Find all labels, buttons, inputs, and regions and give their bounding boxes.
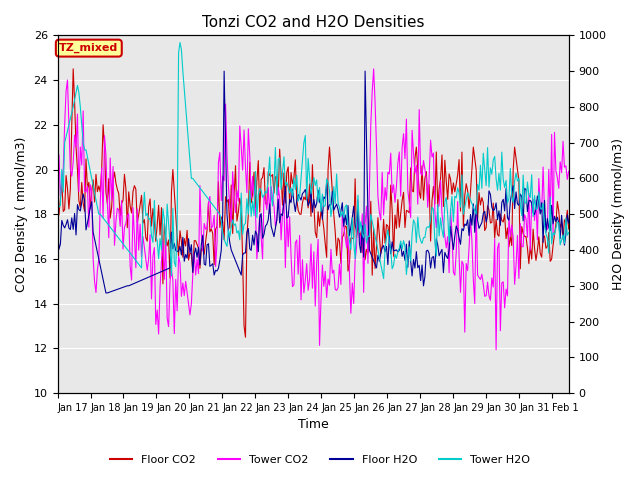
- Floor CO2: [233, 218, 241, 224]
- Tower CO2: [540, 164, 547, 170]
- Tower CO2: [565, 168, 573, 174]
- Floor H2O: [234, 265, 242, 271]
- Tower CO2: [370, 66, 378, 72]
- Line: Floor CO2: Floor CO2: [58, 69, 569, 337]
- Floor H2O: [102, 290, 110, 296]
- Tower CO2: [116, 224, 124, 229]
- Tower CO2: [206, 193, 214, 199]
- Floor CO2: [280, 170, 288, 176]
- Floor H2O: [280, 199, 288, 204]
- Text: TZ_mixed: TZ_mixed: [59, 43, 118, 53]
- Tower H2O: [565, 230, 573, 236]
- Floor CO2: [69, 66, 77, 72]
- Floor H2O: [220, 68, 228, 74]
- Line: Floor H2O: Floor H2O: [58, 71, 569, 293]
- Floor H2O: [54, 226, 61, 232]
- Y-axis label: CO2 Density ( mmol/m3): CO2 Density ( mmol/m3): [15, 136, 28, 292]
- Floor H2O: [565, 220, 573, 226]
- Floor H2O: [226, 240, 234, 246]
- Title: Tonzi CO2 and H2O Densities: Tonzi CO2 and H2O Densities: [202, 15, 424, 30]
- Tower CO2: [492, 347, 500, 353]
- Tower H2O: [116, 237, 124, 243]
- Floor H2O: [540, 240, 547, 245]
- Line: Tower H2O: Tower H2O: [58, 43, 569, 278]
- Line: Tower CO2: Tower CO2: [58, 69, 569, 350]
- Tower H2O: [540, 200, 547, 206]
- Floor H2O: [207, 263, 215, 268]
- Tower H2O: [380, 276, 387, 281]
- Tower H2O: [176, 40, 184, 46]
- Tower CO2: [223, 152, 231, 157]
- Tower H2O: [54, 206, 61, 212]
- Floor CO2: [540, 234, 547, 240]
- Tower H2O: [278, 170, 286, 176]
- Tower CO2: [232, 210, 239, 216]
- Floor CO2: [54, 203, 61, 208]
- Floor CO2: [118, 201, 125, 206]
- Floor H2O: [118, 285, 125, 291]
- Floor CO2: [225, 197, 232, 203]
- Y-axis label: H2O Density (mmol/m3): H2O Density (mmol/m3): [612, 138, 625, 290]
- Floor CO2: [207, 226, 215, 232]
- Tower H2O: [207, 200, 215, 206]
- Tower CO2: [277, 237, 285, 243]
- X-axis label: Time: Time: [298, 419, 328, 432]
- Floor CO2: [565, 226, 573, 232]
- Tower H2O: [233, 230, 241, 236]
- Tower CO2: [54, 182, 61, 188]
- Legend: Floor CO2, Tower CO2, Floor H2O, Tower H2O: Floor CO2, Tower CO2, Floor H2O, Tower H…: [105, 451, 535, 469]
- Tower H2O: [225, 227, 232, 233]
- Floor CO2: [242, 335, 250, 340]
